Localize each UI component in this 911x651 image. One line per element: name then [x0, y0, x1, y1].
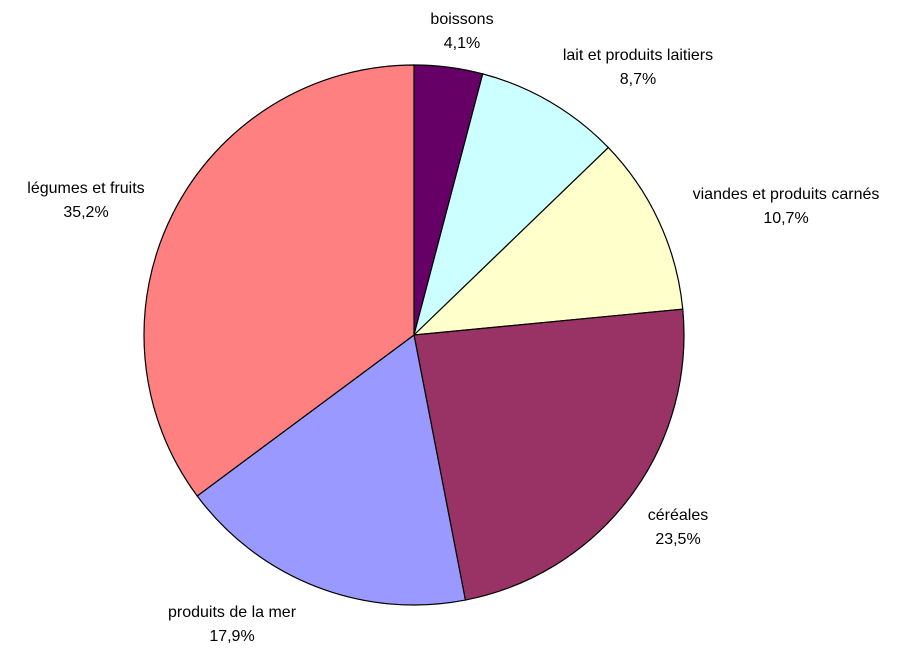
slice-percent-label: 35,2%	[63, 204, 108, 221]
slice-percent-label: 4,1%	[444, 35, 480, 52]
pie-slice-cereales	[413, 308, 685, 601]
data-label-produits-de-la-mer: produits de la mer 17,9%	[168, 604, 297, 645]
data-label-cereales: céréales 23,5%	[648, 507, 708, 548]
slice-name-label: lait et produits laitiers	[563, 47, 713, 64]
data-label-viandes-et-produits-carnes: viandes et produits carnés 10,7%	[693, 186, 880, 227]
slice-percent-label: 23,5%	[655, 531, 700, 548]
slice-percent-label: 8,7%	[620, 71, 656, 88]
data-label-legumes-et-fruits: légumes et fruits 35,2%	[27, 180, 144, 221]
slice-percent-label: 10,7%	[763, 210, 808, 227]
data-label-boissons: boissons 4,1%	[430, 11, 493, 52]
pie-labels: boissons 4,1% lait et produits laitiers 8,7…	[27, 11, 879, 645]
pie-slice-viandes-et-produits-carnes	[412, 146, 684, 336]
slice-name-label: produits de la mer	[168, 604, 297, 621]
pie-slice-produits-de-la-mer	[196, 333, 467, 606]
slice-name-label: viandes et produits carnés	[693, 186, 880, 203]
pie-slices	[143, 64, 685, 606]
slice-percent-label: 17,9%	[209, 628, 254, 645]
data-label-lait-et-produits-laitiers: lait et produits laitiers 8,7%	[563, 47, 713, 88]
slice-name-label: boissons	[430, 11, 493, 28]
pie-slice-lait-et-produits-laitiers	[412, 73, 610, 337]
pie-slice-legumes-et-fruits	[143, 64, 415, 497]
slice-name-label: céréales	[648, 507, 708, 524]
slice-name-label: légumes et fruits	[27, 180, 144, 197]
